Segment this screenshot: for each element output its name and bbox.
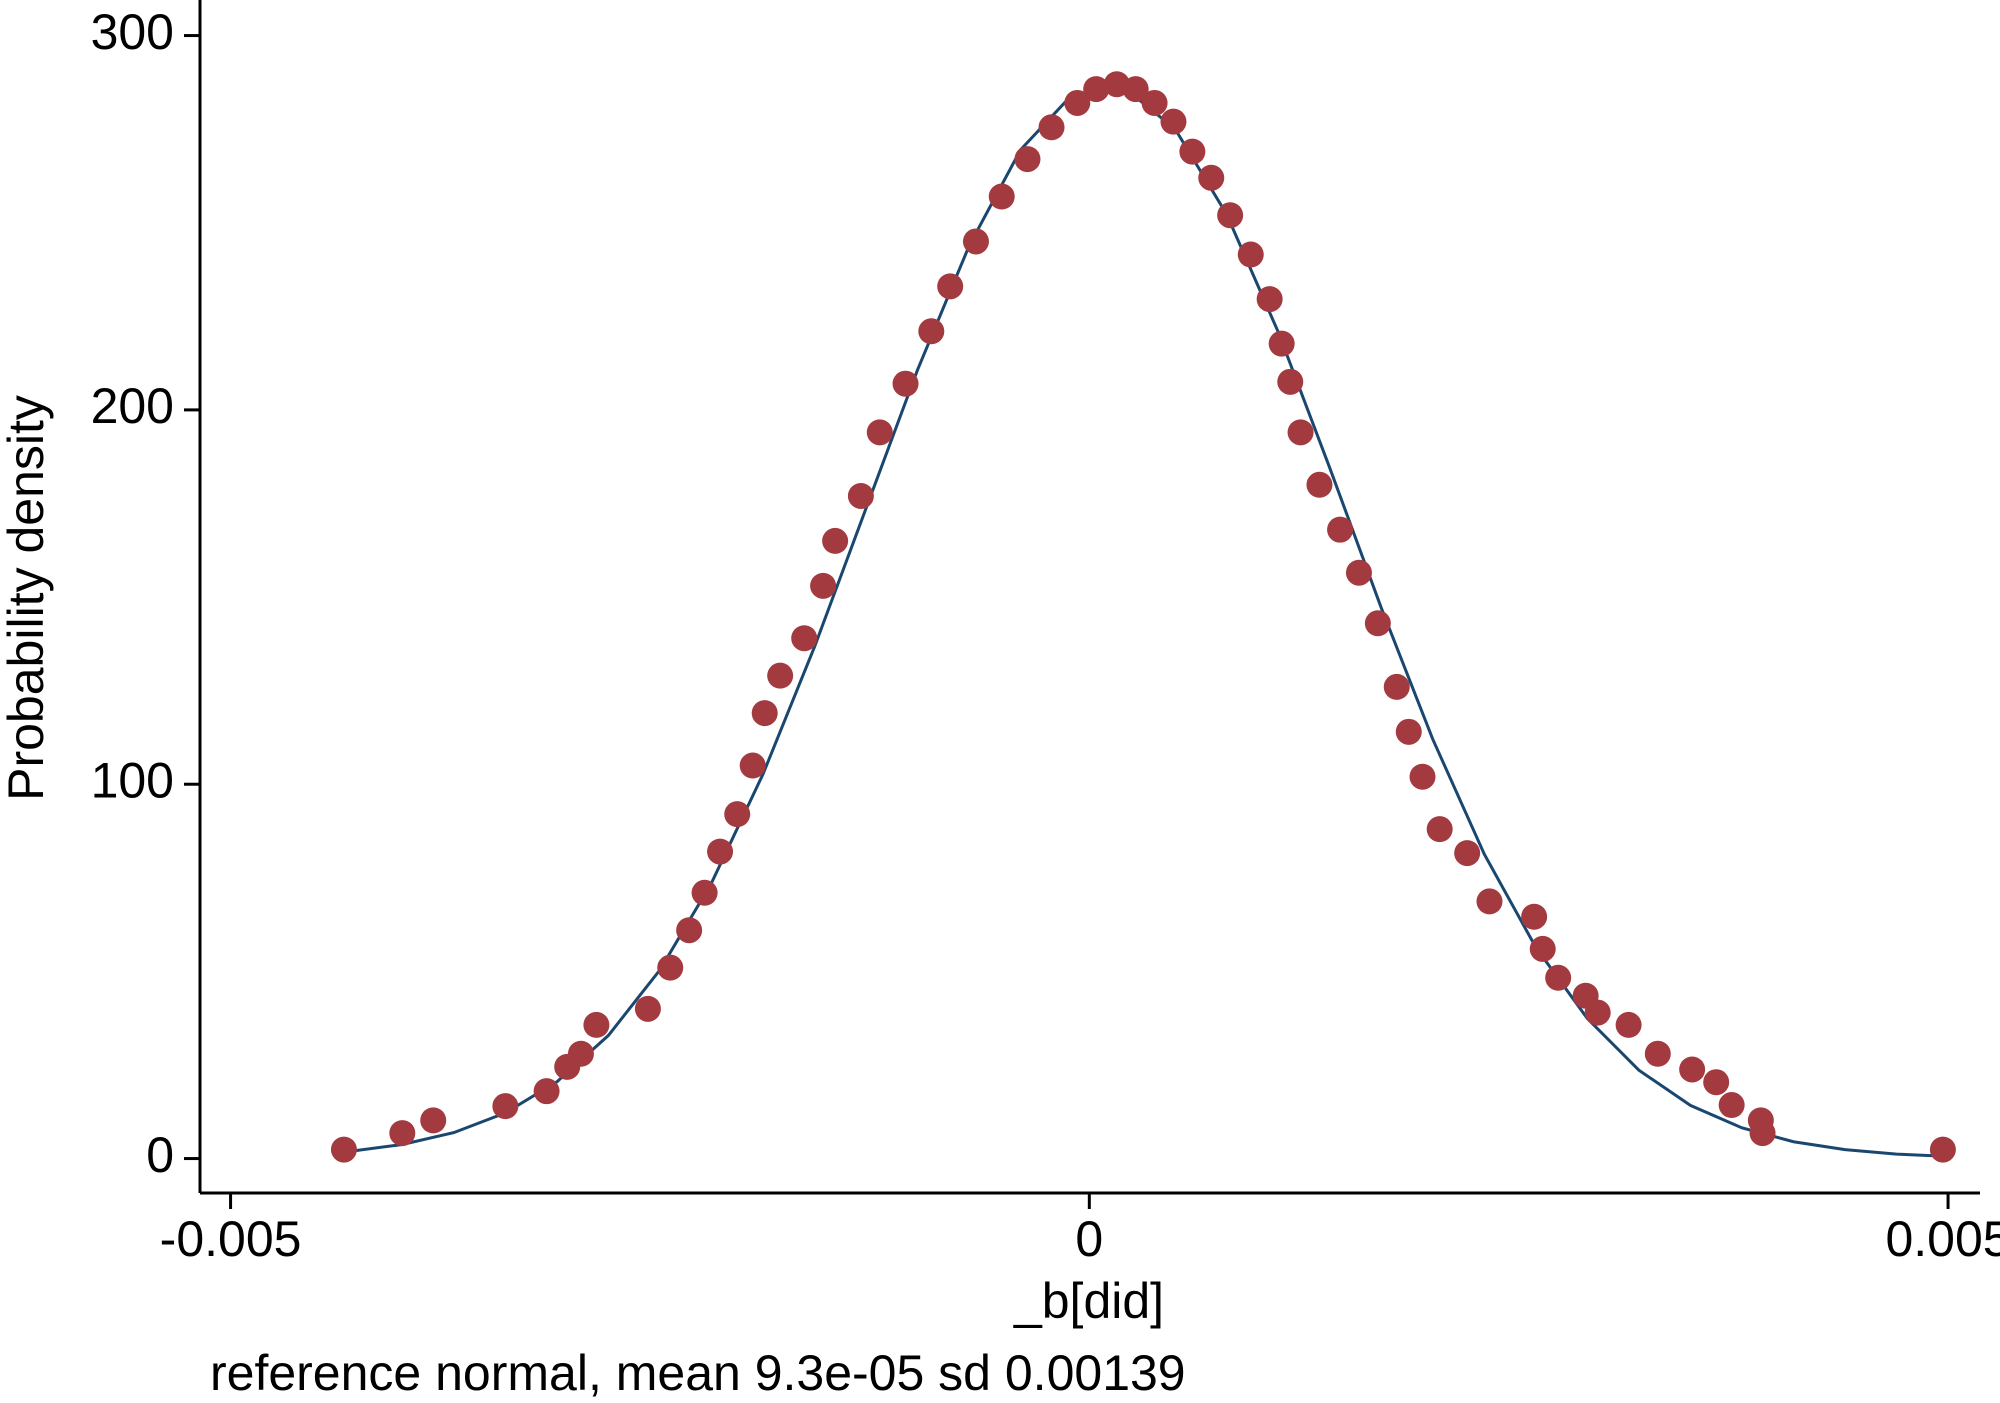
density-point	[1064, 89, 1091, 116]
density-point	[767, 662, 794, 689]
y-tick-label: 0	[146, 1127, 174, 1183]
density-point	[1584, 999, 1611, 1026]
density-point	[918, 318, 945, 345]
y-axis-label: Probability density	[0, 395, 54, 801]
density-point	[1179, 138, 1206, 165]
density-point	[1306, 471, 1333, 498]
density-point	[1160, 108, 1187, 135]
density-point	[1345, 559, 1372, 586]
density-point	[1014, 146, 1041, 173]
density-point	[1038, 114, 1065, 141]
density-point	[330, 1136, 357, 1163]
x-tick-label: -0.005	[160, 1211, 302, 1267]
density-point	[1395, 718, 1422, 745]
density-point	[1426, 816, 1453, 843]
density-point	[1476, 888, 1503, 915]
density-point	[791, 625, 818, 652]
density-point	[1383, 673, 1410, 700]
density-point	[1268, 330, 1295, 357]
density-point	[1521, 903, 1548, 930]
density-point	[892, 370, 919, 397]
y-tick-label: 200	[91, 378, 174, 434]
density-point	[1198, 164, 1225, 191]
density-point	[739, 752, 766, 779]
density-point	[492, 1093, 519, 1120]
density-point	[1409, 763, 1436, 790]
density-point	[1615, 1011, 1642, 1038]
density-point	[1277, 368, 1304, 395]
density-point	[707, 838, 734, 865]
density-point	[1749, 1120, 1776, 1147]
density-point	[822, 527, 849, 554]
density-point	[676, 917, 703, 944]
density-point	[583, 1011, 610, 1038]
y-tick-label: 100	[91, 752, 174, 808]
density-point	[1545, 964, 1572, 991]
density-point	[1644, 1040, 1671, 1067]
x-axis-label: _b[did]	[1013, 1273, 1164, 1329]
x-tick-label: 0.005	[1885, 1211, 2000, 1267]
density-point	[1718, 1092, 1745, 1119]
density-point	[724, 801, 751, 828]
density-point	[567, 1040, 594, 1067]
density-point	[1141, 89, 1168, 116]
density-point	[1256, 286, 1283, 313]
density-point	[1217, 202, 1244, 229]
normal-curve	[350, 85, 1949, 1158]
x-tick-label: 0	[1075, 1211, 1103, 1267]
density-point	[1929, 1136, 1956, 1163]
density-point	[657, 954, 684, 981]
density-point	[1287, 419, 1314, 446]
density-point	[1454, 840, 1481, 867]
density-point	[847, 482, 874, 509]
density-point	[389, 1120, 416, 1147]
density-point	[988, 183, 1015, 210]
density-point	[751, 700, 778, 727]
density-point	[691, 879, 718, 906]
density-point	[1237, 241, 1264, 268]
density-point	[962, 228, 989, 255]
density-point	[866, 419, 893, 446]
density-point	[634, 995, 661, 1022]
density-point	[1083, 76, 1110, 103]
density-point	[1529, 935, 1556, 962]
density-point	[1679, 1056, 1706, 1083]
density-point	[1327, 516, 1354, 543]
density-point	[533, 1078, 560, 1105]
density-point	[420, 1107, 447, 1134]
y-tick-label: 300	[91, 4, 174, 60]
density-point	[810, 572, 837, 599]
density-point	[937, 273, 964, 300]
density-point	[1703, 1069, 1730, 1096]
note: reference normal, mean 9.3e-05 sd 0.0013…	[210, 1345, 1186, 1401]
density-point	[1122, 76, 1149, 103]
density-point	[1364, 610, 1391, 637]
